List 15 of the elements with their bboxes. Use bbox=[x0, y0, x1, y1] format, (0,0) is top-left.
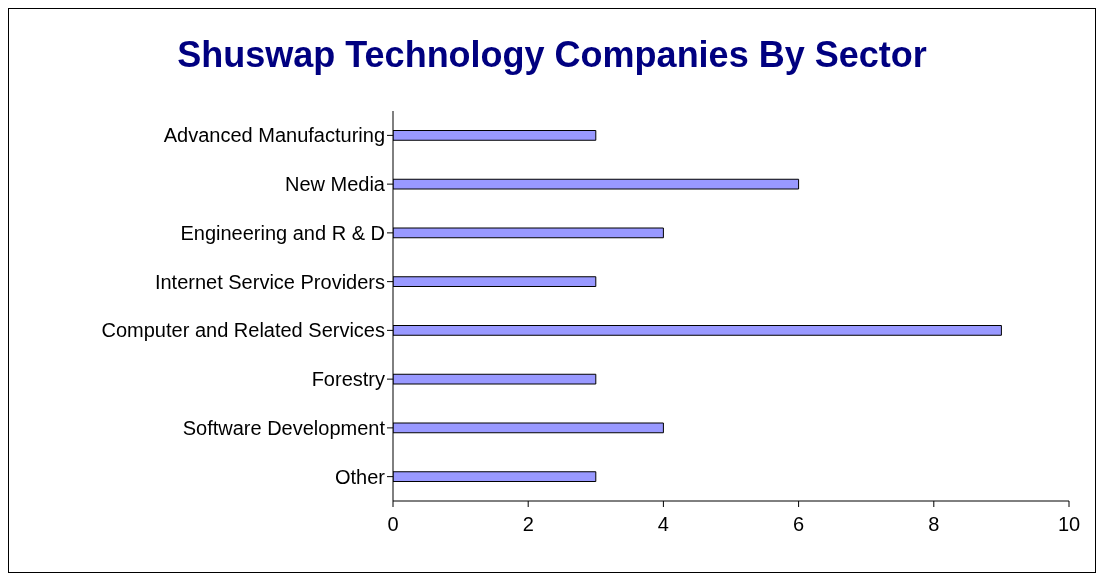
x-tick-label: 6 bbox=[793, 513, 805, 536]
y-tick-label: Computer and Related Services bbox=[101, 319, 385, 342]
y-tick-label: New Media bbox=[284, 173, 386, 196]
x-tick-label: 10 bbox=[1057, 513, 1081, 536]
y-tick-label: Internet Service Providers bbox=[154, 270, 385, 293]
x-tick-label: 2 bbox=[522, 513, 534, 536]
y-tick-label: Forestry bbox=[311, 368, 385, 391]
x-tick-label: 0 bbox=[387, 513, 399, 536]
y-tick-label: Software Development bbox=[182, 416, 386, 439]
y-tick-label: Engineering and R & D bbox=[180, 221, 385, 244]
x-tick-label: 8 bbox=[928, 513, 940, 536]
y-tick-label: Advanced Manufacturing bbox=[163, 124, 385, 147]
chart-title: Shuswap Technology Companies By Sector bbox=[176, 33, 928, 77]
y-tick-label: Other bbox=[334, 465, 386, 488]
x-tick-label: 4 bbox=[657, 513, 669, 536]
